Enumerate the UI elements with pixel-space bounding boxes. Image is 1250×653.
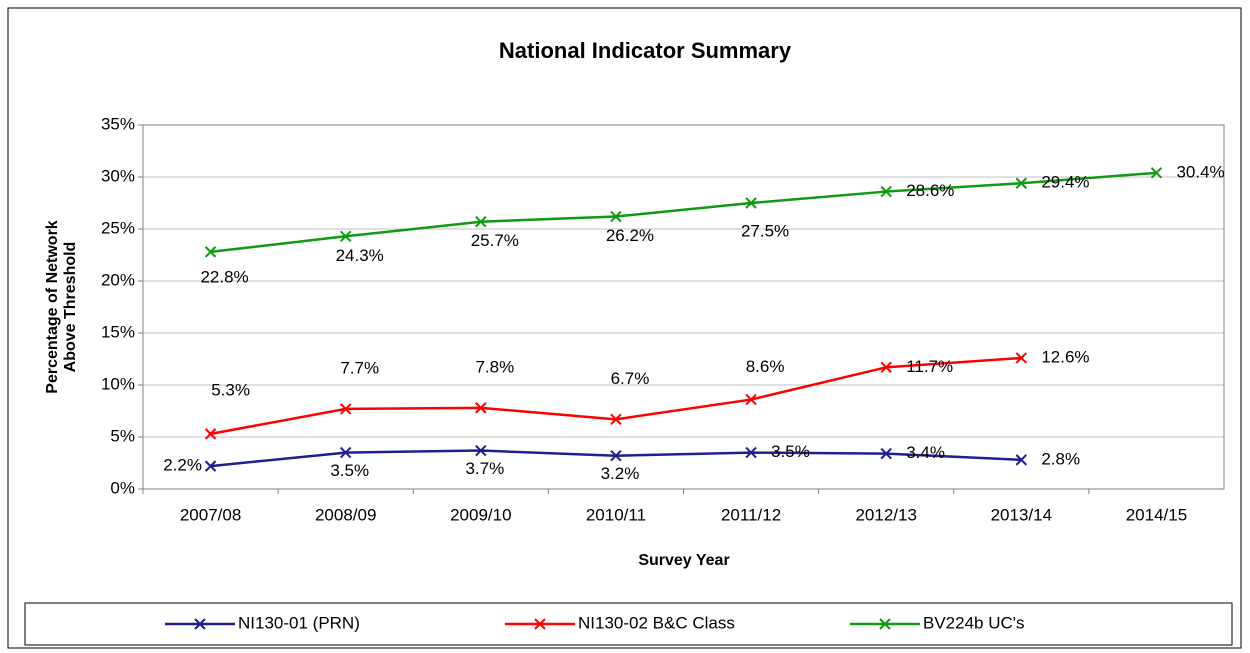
legend-marker bbox=[194, 618, 206, 630]
data-label: 3.5% bbox=[771, 442, 810, 461]
data-label: 2.2% bbox=[163, 456, 202, 475]
x-tick-label: 2010/11 bbox=[586, 505, 646, 524]
x-tick-label: 2012/13 bbox=[855, 505, 916, 524]
chart-title: National Indicator Summary bbox=[499, 38, 792, 63]
data-label: 22.8% bbox=[200, 267, 248, 286]
data-point bbox=[610, 210, 622, 223]
data-label: 3.7% bbox=[465, 459, 504, 478]
y-tick-label: 5% bbox=[110, 426, 135, 445]
legend-box bbox=[24, 602, 1233, 646]
data-point bbox=[204, 246, 217, 258]
data-point bbox=[339, 403, 352, 415]
data-label: 11.7% bbox=[906, 357, 953, 376]
data-point bbox=[1150, 167, 1163, 179]
data-label: 2.8% bbox=[1041, 449, 1080, 468]
data-point bbox=[1015, 352, 1028, 364]
x-tick-label: 2013/14 bbox=[991, 505, 1052, 524]
data-label: 5.3% bbox=[211, 380, 250, 399]
data-label: 6.7% bbox=[611, 369, 650, 388]
data-point bbox=[1015, 177, 1028, 189]
data-label: 7.7% bbox=[340, 358, 379, 377]
data-point bbox=[745, 446, 757, 459]
legend-label: NI130-02 B&C Class bbox=[578, 613, 735, 632]
data-label: 30.4% bbox=[1176, 162, 1224, 181]
data-point bbox=[339, 446, 352, 459]
y-axis-title-line: Above Threshold bbox=[62, 242, 79, 373]
data-point bbox=[745, 393, 757, 406]
series-line bbox=[210, 171, 1157, 254]
y-tick-label: 25% bbox=[101, 218, 135, 237]
legend-label: BV224b UC's bbox=[923, 613, 1025, 632]
y-axis-title-line: Percentage of Network bbox=[44, 220, 61, 393]
data-label: 28.6% bbox=[906, 181, 954, 200]
y-axis-title: Percentage of Network Above Threshold bbox=[44, 220, 79, 393]
data-label: 12.6% bbox=[1041, 347, 1089, 366]
x-tick-label: 2008/09 bbox=[315, 505, 376, 524]
legend-marker bbox=[534, 618, 546, 630]
data-point bbox=[610, 413, 622, 426]
data-point bbox=[1015, 454, 1028, 466]
y-tick-label: 0% bbox=[110, 478, 135, 497]
data-label: 3.2% bbox=[601, 464, 640, 483]
legend-label: NI130-01 (PRN) bbox=[238, 613, 360, 632]
y-tick-label: 20% bbox=[101, 270, 135, 289]
data-point bbox=[204, 428, 217, 440]
data-point bbox=[339, 230, 352, 242]
data-point bbox=[475, 444, 487, 457]
data-point bbox=[204, 460, 217, 472]
x-tick-label: 2009/10 bbox=[450, 505, 511, 524]
x-tick-label: 2014/15 bbox=[1126, 505, 1187, 524]
x-axis-title: Survey Year bbox=[638, 552, 729, 569]
data-label: 27.5% bbox=[741, 221, 789, 240]
data-point bbox=[610, 450, 622, 462]
data-point bbox=[880, 361, 892, 374]
data-point bbox=[880, 447, 892, 460]
data-label: 3.5% bbox=[330, 461, 369, 480]
data-label: 8.6% bbox=[746, 357, 785, 376]
data-point bbox=[880, 185, 892, 198]
y-tick-label: 35% bbox=[101, 114, 135, 133]
data-label: 26.2% bbox=[606, 226, 654, 245]
legend-marker bbox=[879, 618, 891, 630]
y-tick-label: 10% bbox=[101, 374, 135, 393]
chart-frame bbox=[7, 7, 1242, 649]
data-label: 29.4% bbox=[1041, 173, 1089, 192]
data-label: 25.7% bbox=[471, 231, 519, 250]
x-tick-label: 2007/08 bbox=[180, 505, 241, 524]
data-point bbox=[745, 197, 757, 209]
data-point bbox=[475, 216, 487, 228]
data-label: 7.8% bbox=[475, 357, 514, 376]
y-tick-label: 15% bbox=[101, 322, 135, 341]
data-label: 3.4% bbox=[906, 443, 945, 462]
data-label: 24.3% bbox=[336, 246, 384, 265]
data-point bbox=[475, 402, 487, 414]
x-tick-label: 2011/12 bbox=[721, 505, 781, 524]
y-tick-label: 30% bbox=[101, 166, 135, 185]
